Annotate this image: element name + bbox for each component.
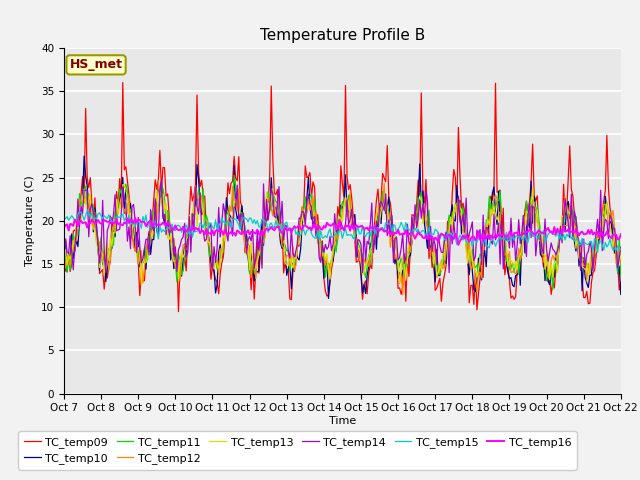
TC_temp16 bbox=[617, 231, 625, 237]
TC_temp11 bbox=[164, 208, 172, 214]
TC_temp09 bbox=[380, 175, 388, 181]
TC_temp13 bbox=[138, 282, 145, 288]
TC_temp09 bbox=[165, 213, 173, 218]
Line: TC_temp16: TC_temp16 bbox=[64, 218, 621, 245]
TC_temp12 bbox=[617, 261, 625, 266]
TC_temp10 bbox=[76, 218, 83, 224]
TC_temp12 bbox=[379, 200, 387, 205]
TC_temp10 bbox=[552, 252, 559, 258]
TC_temp09 bbox=[119, 80, 127, 85]
TC_temp11 bbox=[617, 273, 625, 279]
Line: TC_temp14: TC_temp14 bbox=[64, 180, 621, 273]
TC_temp11 bbox=[60, 253, 68, 259]
TC_temp14 bbox=[552, 252, 559, 257]
TC_temp12 bbox=[412, 220, 419, 226]
TC_temp09 bbox=[412, 216, 419, 221]
TC_temp15 bbox=[410, 227, 417, 233]
TC_temp16 bbox=[379, 227, 387, 232]
Line: TC_temp12: TC_temp12 bbox=[64, 181, 621, 295]
TC_temp16 bbox=[131, 215, 139, 221]
Line: TC_temp13: TC_temp13 bbox=[64, 185, 621, 285]
Title: Temperature Profile B: Temperature Profile B bbox=[260, 28, 425, 43]
TC_temp15 bbox=[76, 209, 83, 215]
TC_temp16 bbox=[165, 221, 173, 227]
TC_temp16 bbox=[410, 232, 417, 238]
TC_temp13 bbox=[60, 248, 68, 254]
TC_temp09 bbox=[399, 284, 406, 289]
Line: TC_temp10: TC_temp10 bbox=[64, 156, 621, 299]
TC_temp13 bbox=[119, 182, 127, 188]
TC_temp14 bbox=[167, 228, 175, 234]
TC_temp15 bbox=[550, 231, 558, 237]
TC_temp13 bbox=[399, 253, 406, 259]
TC_temp10 bbox=[380, 200, 388, 206]
TC_temp13 bbox=[380, 206, 388, 212]
TC_temp16 bbox=[454, 242, 462, 248]
TC_temp09 bbox=[552, 267, 559, 273]
TC_temp15 bbox=[83, 207, 91, 213]
TC_temp10 bbox=[165, 227, 173, 233]
TC_temp14 bbox=[60, 245, 68, 251]
TC_temp14 bbox=[399, 231, 406, 237]
TC_temp16 bbox=[397, 231, 405, 237]
Y-axis label: Temperature (C): Temperature (C) bbox=[26, 175, 35, 266]
TC_temp15 bbox=[397, 219, 405, 225]
TC_temp14 bbox=[76, 223, 83, 229]
TC_temp16 bbox=[552, 231, 559, 237]
TC_temp11 bbox=[379, 189, 387, 194]
TC_temp15 bbox=[617, 246, 625, 252]
TC_temp12 bbox=[552, 252, 559, 258]
TC_temp10 bbox=[80, 153, 88, 159]
TC_temp15 bbox=[594, 250, 602, 255]
TC_temp09 bbox=[617, 279, 625, 285]
TC_temp10 bbox=[60, 239, 68, 244]
TC_temp11 bbox=[230, 172, 238, 178]
X-axis label: Time: Time bbox=[329, 416, 356, 426]
TC_temp12 bbox=[76, 196, 83, 202]
TC_temp12 bbox=[397, 273, 405, 278]
Legend: TC_temp09, TC_temp10, TC_temp11, TC_temp12, TC_temp13, TC_temp14, TC_temp15, TC_: TC_temp09, TC_temp10, TC_temp11, TC_temp… bbox=[19, 431, 577, 469]
TC_temp14 bbox=[380, 207, 388, 213]
TC_temp14 bbox=[617, 244, 625, 250]
TC_temp15 bbox=[165, 226, 173, 231]
TC_temp10 bbox=[617, 292, 625, 298]
TC_temp15 bbox=[60, 216, 68, 221]
TC_temp11 bbox=[397, 255, 405, 261]
TC_temp11 bbox=[552, 266, 559, 272]
Line: TC_temp15: TC_temp15 bbox=[64, 210, 621, 252]
TC_temp14 bbox=[102, 270, 109, 276]
TC_temp15 bbox=[379, 225, 387, 230]
TC_temp09 bbox=[76, 204, 83, 209]
TC_temp12 bbox=[154, 178, 162, 184]
TC_temp16 bbox=[60, 225, 68, 231]
TC_temp10 bbox=[412, 209, 419, 215]
TC_temp10 bbox=[399, 267, 406, 273]
TC_temp13 bbox=[167, 231, 175, 237]
TC_temp12 bbox=[399, 292, 406, 298]
Text: HS_met: HS_met bbox=[70, 59, 123, 72]
TC_temp16 bbox=[76, 219, 83, 225]
TC_temp11 bbox=[549, 287, 557, 292]
TC_temp13 bbox=[552, 258, 559, 264]
TC_temp13 bbox=[412, 219, 419, 225]
TC_temp14 bbox=[157, 178, 165, 183]
TC_temp14 bbox=[412, 202, 419, 208]
TC_temp12 bbox=[165, 221, 173, 227]
TC_temp13 bbox=[617, 256, 625, 262]
TC_temp11 bbox=[410, 224, 417, 230]
TC_temp11 bbox=[76, 191, 83, 196]
Line: TC_temp09: TC_temp09 bbox=[64, 83, 621, 312]
TC_temp13 bbox=[76, 212, 83, 218]
TC_temp09 bbox=[60, 253, 68, 259]
TC_temp12 bbox=[60, 250, 68, 255]
Line: TC_temp11: TC_temp11 bbox=[64, 175, 621, 289]
TC_temp10 bbox=[324, 296, 332, 301]
TC_temp09 bbox=[175, 309, 182, 314]
